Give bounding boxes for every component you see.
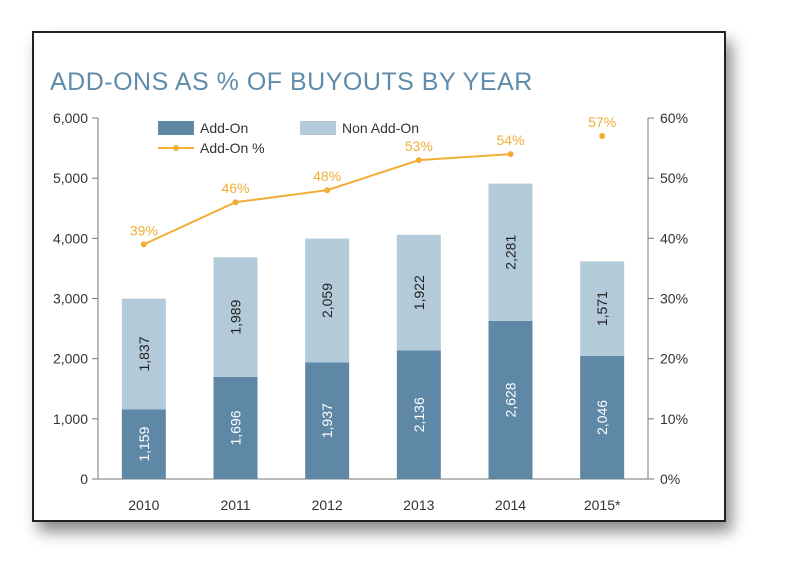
- bar-non-add-on: [305, 238, 350, 363]
- legend-swatch-add-on: [158, 121, 194, 135]
- y-left-tick-label: 1,000: [53, 411, 88, 427]
- bar-label-non-add-on: 2,059: [319, 283, 335, 318]
- y-right-tick-label: 60%: [660, 110, 688, 126]
- x-tick-label: 2013: [403, 497, 434, 513]
- legend-label-non-add-on: Non Add-On: [342, 120, 419, 136]
- add-on-pct-label: 46%: [221, 180, 249, 196]
- bar-label-add-on: 1,159: [136, 426, 152, 461]
- y-left-tick-label: 3,000: [53, 291, 88, 307]
- y-left-tick-label: 6,000: [53, 110, 88, 126]
- add-on-pct-label: 53%: [405, 138, 433, 154]
- legend-label-add-on: Add-On: [200, 120, 248, 136]
- add-on-pct-point: [232, 199, 239, 206]
- y-right-tick-label: 20%: [660, 351, 688, 367]
- bar-label-non-add-on: 2,281: [503, 235, 519, 270]
- bar-add-on: [305, 362, 350, 479]
- add-on-pct-label: 48%: [313, 168, 341, 184]
- legend-marker-add-on-pct: [173, 145, 179, 151]
- y-right-tick-label: 30%: [660, 291, 688, 307]
- add-on-pct-point: [507, 151, 514, 158]
- bar-add-on: [213, 376, 258, 479]
- x-tick-label: 2011: [220, 497, 250, 513]
- bar-non-add-on: [121, 298, 166, 410]
- x-tick-label: 2010: [128, 497, 159, 513]
- x-tick-label: 2015*: [584, 497, 621, 513]
- add-on-pct-point: [415, 157, 422, 164]
- y-left-tick-label: 4,000: [53, 230, 88, 246]
- bar-label-add-on: 2,046: [594, 400, 610, 435]
- bar-label-add-on: 2,136: [411, 397, 427, 432]
- bar-non-add-on: [488, 183, 533, 321]
- add-on-pct-point: [599, 133, 606, 140]
- bar-label-non-add-on: 1,922: [411, 275, 427, 310]
- add-on-pct-point: [324, 187, 331, 194]
- y-left-tick-label: 2,000: [53, 351, 88, 367]
- x-tick-label: 2014: [495, 497, 526, 513]
- y-left-tick-label: 5,000: [53, 170, 88, 186]
- bar-label-non-add-on: 1,837: [136, 336, 152, 371]
- add-on-pct-label: 54%: [496, 132, 524, 148]
- add-on-pct-point: [140, 241, 147, 248]
- add-on-pct-label: 39%: [130, 222, 158, 238]
- bar-label-add-on: 1,937: [319, 403, 335, 438]
- y-right-tick-label: 50%: [660, 170, 688, 186]
- bar-non-add-on: [396, 234, 441, 351]
- legend-swatch-non-add-on: [300, 121, 336, 135]
- bar-label-add-on: 2,628: [503, 382, 519, 417]
- bar-add-on: [121, 409, 166, 479]
- y-left-tick-label: 0: [80, 471, 88, 487]
- bar-non-add-on: [213, 257, 258, 377]
- y-right-tick-label: 0%: [660, 471, 680, 487]
- add-on-pct-label: 57%: [588, 114, 616, 130]
- bar-label-non-add-on: 1,571: [594, 291, 610, 326]
- y-right-tick-label: 40%: [660, 230, 688, 246]
- x-tick-label: 2012: [312, 497, 343, 513]
- bar-add-on: [580, 355, 625, 479]
- bar-non-add-on: [580, 261, 625, 356]
- bar-label-add-on: 1,696: [228, 410, 244, 445]
- legend-label-add-on-pct: Add-On %: [200, 140, 265, 156]
- chart-title: ADD-ONS AS % OF BUYOUTS BY YEAR: [50, 68, 533, 96]
- bar-add-on: [396, 350, 441, 479]
- bar-label-non-add-on: 1,989: [228, 299, 244, 334]
- y-right-tick-label: 10%: [660, 411, 688, 427]
- bar-add-on: [488, 320, 533, 479]
